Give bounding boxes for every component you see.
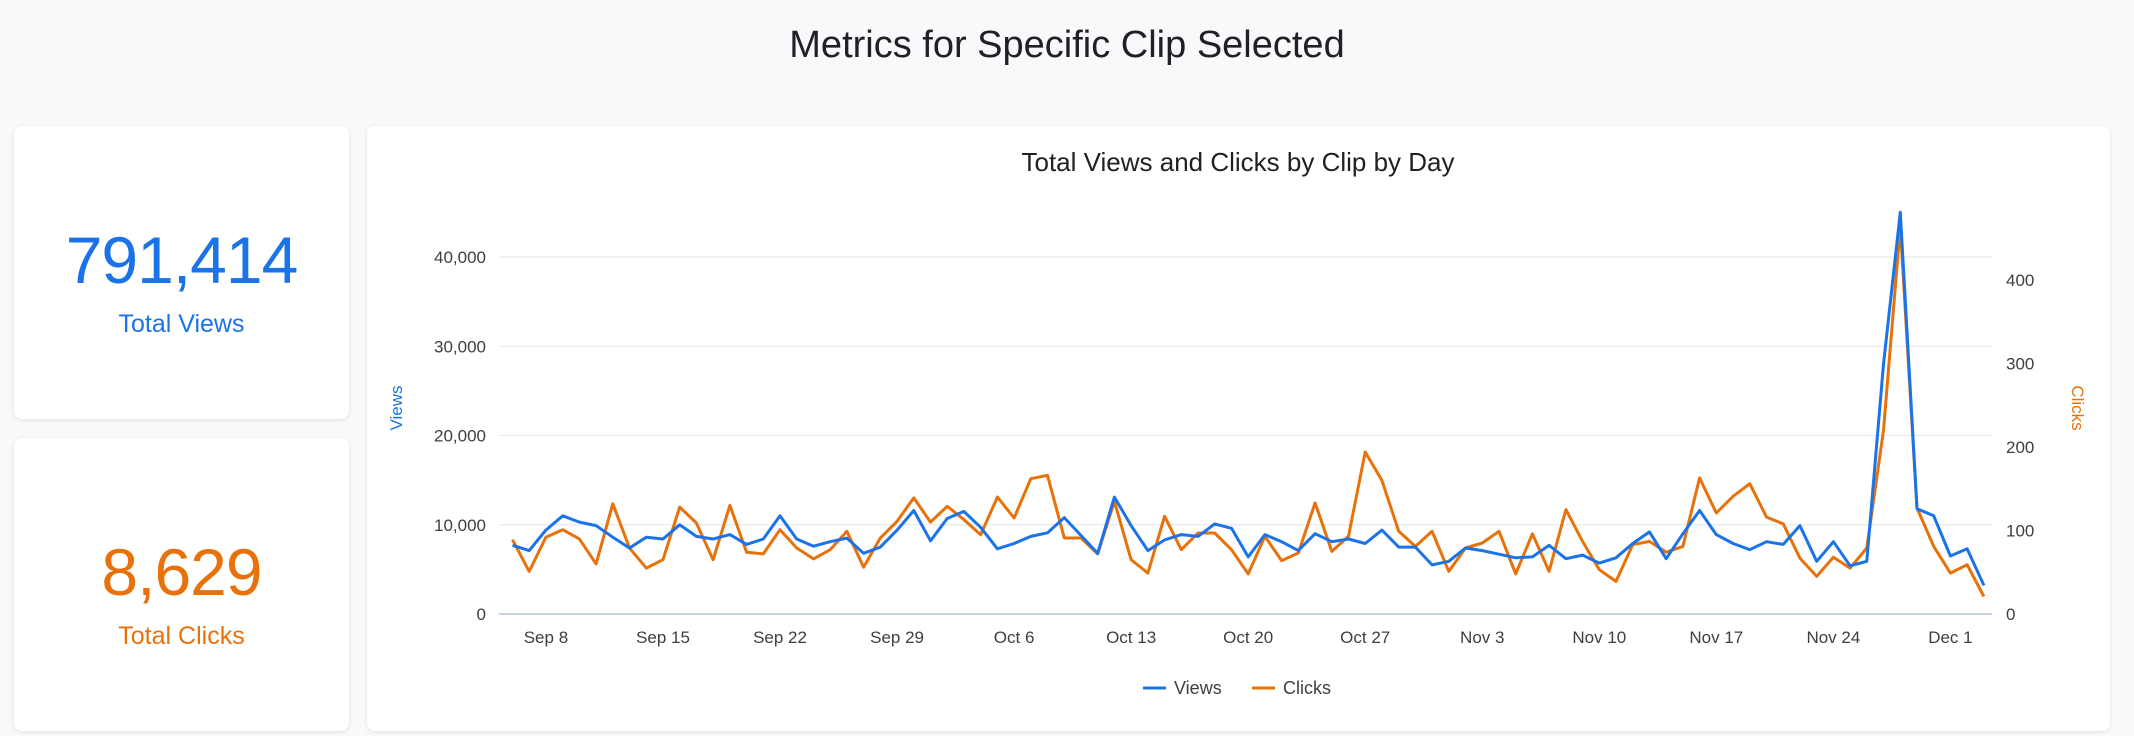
y2-tick-label: 200 xyxy=(2006,438,2034,457)
legend[interactable]: Views Clicks xyxy=(1143,678,1331,698)
x-tick-label: Nov 17 xyxy=(1689,628,1743,647)
chart-title: Total Views and Clicks by Clip by Day xyxy=(1021,147,1454,177)
gridlines xyxy=(499,256,1992,615)
total-clicks-value: 8,629 xyxy=(101,535,262,609)
x-tick-label: Sep 8 xyxy=(524,628,568,647)
page-title: Metrics for Specific Clip Selected xyxy=(789,24,1345,66)
x-tick-label: Sep 15 xyxy=(636,628,690,647)
series-line-clicks[interactable] xyxy=(511,225,1986,598)
right-axis-title: Clicks xyxy=(2068,385,2087,430)
legend-views-label[interactable]: Views xyxy=(1174,678,1222,698)
total-views-value: 791,414 xyxy=(65,223,299,297)
chart-card xyxy=(367,126,2110,731)
y-tick-label: 30,000 xyxy=(434,337,486,356)
x-tick-label: Nov 10 xyxy=(1572,628,1626,647)
total-views-label: Total Views xyxy=(118,310,245,338)
y2-tick-label: 0 xyxy=(2006,605,2015,624)
left-axis-title: Views xyxy=(387,385,406,430)
right-axis-ticks: 0 100 200 300 400 xyxy=(2006,271,2034,624)
y-tick-label: 0 xyxy=(477,605,486,624)
x-tick-label: Nov 3 xyxy=(1460,628,1504,647)
left-axis-ticks: 0 10,000 20,000 30,000 40,000 xyxy=(434,248,486,624)
x-axis-ticks: Sep 8 Sep 15 Sep 22 Sep 29 Oct 6 Oct 13 Oct 20… xyxy=(524,628,1973,647)
series-line-views[interactable] xyxy=(512,210,1986,587)
y2-tick-label: 100 xyxy=(2006,522,2034,541)
x-tick-label: Sep 22 xyxy=(753,628,807,647)
x-tick-label: Dec 1 xyxy=(1928,628,1972,647)
y2-tick-label: 400 xyxy=(2006,271,2034,290)
y-tick-label: 20,000 xyxy=(434,427,486,446)
x-tick-label: Oct 6 xyxy=(994,628,1035,647)
total-views-card: 791,414 Total Views xyxy=(14,126,349,419)
x-tick-label: Sep 29 xyxy=(870,628,924,647)
x-tick-label: Nov 24 xyxy=(1806,628,1860,647)
x-tick-label: Oct 20 xyxy=(1223,628,1273,647)
x-tick-label: Oct 13 xyxy=(1106,628,1156,647)
y-tick-label: 40,000 xyxy=(434,248,486,267)
y2-tick-label: 300 xyxy=(2006,355,2034,374)
total-clicks-card: 8,629 Total Clicks xyxy=(14,438,349,731)
total-clicks-label: Total Clicks xyxy=(118,622,245,650)
series-lines xyxy=(511,210,1986,598)
y-tick-label: 10,000 xyxy=(434,516,486,535)
legend-clicks-label[interactable]: Clicks xyxy=(1283,678,1331,698)
x-tick-label: Oct 27 xyxy=(1340,628,1390,647)
